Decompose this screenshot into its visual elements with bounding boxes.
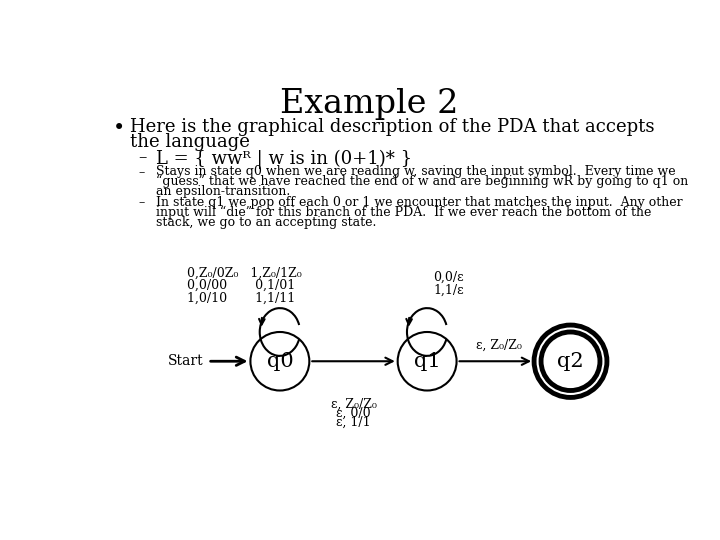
Text: Example 2: Example 2 xyxy=(280,88,458,120)
Text: –: – xyxy=(138,197,144,210)
Text: stack, we go to an accepting state.: stack, we go to an accepting state. xyxy=(156,215,377,229)
Text: the language: the language xyxy=(130,132,250,151)
Text: L = { wwᴿ | w is in (0+1)* }: L = { wwᴿ | w is in (0+1)* } xyxy=(156,150,412,168)
Text: ε, 0/0: ε, 0/0 xyxy=(336,407,371,420)
Text: q0: q0 xyxy=(266,352,293,371)
Text: input will “die” for this branch of the PDA.  If we ever reach the bottom of the: input will “die” for this branch of the … xyxy=(156,206,652,219)
Text: –: – xyxy=(138,150,146,166)
Text: 0,0/00       0,1/01: 0,0/00 0,1/01 xyxy=(187,279,295,292)
Text: Here is the graphical description of the PDA that accepts: Here is the graphical description of the… xyxy=(130,118,654,136)
Text: q1: q1 xyxy=(414,352,441,371)
Text: 0,0/ε: 0,0/ε xyxy=(433,271,464,284)
Text: Stays in state q0 when we are reading w, saving the input symbol.  Every time we: Stays in state q0 when we are reading w,… xyxy=(156,165,675,178)
Text: “guess” that we have reached the end of w and are beginning wR by going to q1 on: “guess” that we have reached the end of … xyxy=(156,175,688,188)
Text: 1,1/ε: 1,1/ε xyxy=(433,284,464,296)
Text: q2: q2 xyxy=(557,352,584,371)
Text: In state q1 we pop off each 0 or 1 we encounter that matches the input.  Any oth: In state q1 we pop off each 0 or 1 we en… xyxy=(156,195,683,208)
Text: –: – xyxy=(138,166,144,179)
Text: 0,Z₀/0Z₀   1,Z₀/1Z₀: 0,Z₀/0Z₀ 1,Z₀/1Z₀ xyxy=(187,267,302,280)
Text: •: • xyxy=(113,119,125,138)
Text: ε, Z₀/Z₀: ε, Z₀/Z₀ xyxy=(476,339,522,352)
Text: an epsilon-transition.: an epsilon-transition. xyxy=(156,185,290,198)
Text: ε, Z₀/Z₀: ε, Z₀/Z₀ xyxy=(330,397,377,410)
Text: 1,0/10       1,1/11: 1,0/10 1,1/11 xyxy=(187,291,295,304)
Text: Start: Start xyxy=(168,354,204,368)
Text: ε, 1/1: ε, 1/1 xyxy=(336,416,371,429)
